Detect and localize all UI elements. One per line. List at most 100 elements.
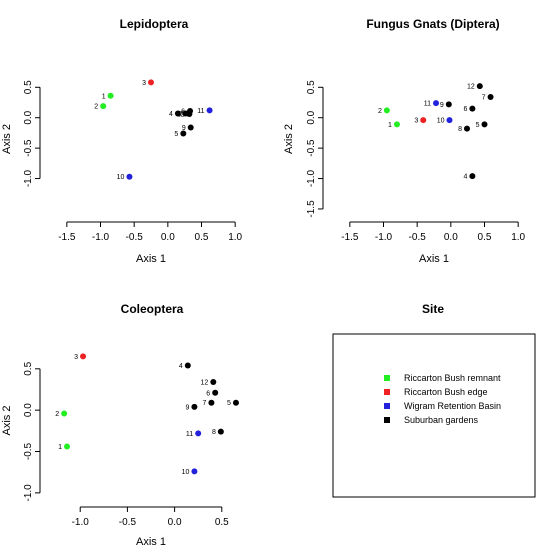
legend-entry-label: Suburban gardens: [404, 415, 479, 425]
data-point: [232, 399, 239, 406]
point-label: 6: [463, 106, 467, 113]
point-label: 9: [182, 125, 186, 132]
data-point: [420, 117, 427, 124]
y-tick-label: -1.0: [23, 169, 34, 187]
point-label: 5: [227, 400, 231, 407]
point-label: 12: [467, 84, 475, 91]
x-tick-label: 1.0: [511, 232, 525, 243]
legend-swatch: [384, 417, 390, 423]
data-point: [446, 117, 453, 124]
point-label: 6: [181, 109, 185, 116]
point-label: 2: [55, 411, 59, 418]
legend-title: Site: [422, 302, 444, 316]
point-label: 4: [463, 174, 467, 181]
data-point: [433, 100, 440, 107]
x-axis-label: Axis 1: [136, 536, 166, 548]
data-point: [61, 410, 68, 417]
x-tick-label: -0.5: [119, 517, 137, 528]
y-tick-label: -0.5: [23, 442, 34, 460]
point-label: 4: [169, 111, 173, 118]
point-label: 7: [482, 95, 486, 102]
point-label: 5: [174, 131, 178, 138]
y-axis-label: Axis 2: [283, 124, 295, 154]
point-label: 8: [458, 126, 462, 133]
data-point: [107, 92, 114, 99]
legend-swatch: [384, 375, 390, 381]
x-tick-label: -0.5: [409, 232, 427, 243]
x-tick-label: -1.0: [92, 232, 110, 243]
data-point: [180, 130, 187, 137]
legend-swatch: [384, 389, 390, 395]
data-point: [100, 103, 107, 110]
y-tick-label: -1.0: [23, 484, 34, 502]
data-point: [393, 121, 400, 128]
y-axis-label: Axis 2: [1, 124, 13, 154]
point-label: 4: [179, 363, 183, 370]
legend-entry-label: Wigram Retention Basin: [404, 401, 501, 411]
data-point: [184, 362, 191, 369]
point-label: 8: [212, 429, 216, 436]
data-point: [463, 125, 470, 132]
data-point: [63, 443, 70, 450]
point-label: 9: [186, 404, 190, 411]
point-label: 9: [440, 102, 444, 109]
y-tick-label: -0.5: [306, 139, 317, 157]
data-point: [476, 83, 483, 90]
y-tick-label: -1.5: [306, 200, 317, 218]
data-point: [191, 468, 198, 475]
point-label: 5: [476, 122, 480, 129]
data-point: [191, 403, 198, 410]
legend-box: [332, 333, 536, 498]
y-tick-label: 0.0: [23, 110, 34, 124]
point-label: 7: [179, 111, 183, 118]
panel-title: Fungus Gnats (Diptera): [366, 17, 499, 31]
data-point: [481, 121, 488, 128]
scatter-panel: Coleoptera -1.0 -0.5 0.0 0.5 -1.0 -0.5 0.0 0.5 Ax…: [1, 302, 239, 548]
point-label: 1: [58, 444, 62, 451]
y-tick-label: 0.5: [23, 80, 34, 94]
scatter-panel: Lepidoptera -1.5 -1.0 -0.5 0.0 0.5 1.0 -1.0 -0.5…: [1, 17, 243, 265]
point-label: 3: [74, 354, 78, 361]
point-label: 1: [102, 93, 106, 100]
point-label: 3: [142, 80, 146, 87]
data-point: [195, 430, 202, 437]
y-axis-label: Axis 2: [1, 406, 13, 436]
point-label: 8: [176, 111, 180, 118]
x-tick-label: 0.0: [444, 232, 458, 243]
x-tick-label: -0.5: [126, 232, 144, 243]
x-tick-label: 0.5: [478, 232, 492, 243]
data-point: [445, 101, 452, 108]
point-label: 3: [414, 118, 418, 125]
x-axis-label: Axis 1: [419, 253, 449, 265]
point-label: 6: [206, 390, 210, 397]
y-tick-label: -0.5: [23, 139, 34, 157]
y-tick-label: 0.5: [23, 361, 34, 375]
point-label: 12: [201, 380, 209, 387]
point-label: 10: [182, 469, 190, 476]
panel-title: Lepidoptera: [120, 17, 189, 31]
x-tick-label: 0.5: [195, 232, 209, 243]
y-tick-label: -1.0: [306, 169, 317, 187]
data-point: [80, 353, 87, 360]
x-axis-label: Axis 1: [136, 253, 166, 265]
point-label: 10: [117, 174, 125, 181]
data-point: [186, 111, 193, 118]
x-tick-label: -1.5: [58, 232, 76, 243]
legend-swatch: [384, 403, 390, 409]
data-point: [148, 79, 154, 86]
legend-panel: Site Riccarton Bush remnant Riccarton Bush…: [332, 302, 536, 498]
x-tick-label: -1.0: [375, 232, 393, 243]
legend-entry-label: Riccarton Bush edge: [404, 387, 488, 397]
point-label: 7: [203, 400, 207, 407]
data-point: [206, 107, 213, 114]
data-point: [217, 428, 224, 435]
point-label: 11: [424, 101, 431, 108]
x-tick-label: 0.5: [215, 517, 229, 528]
data-point: [383, 107, 390, 114]
y-tick-label: 0.0: [23, 403, 34, 417]
x-tick-label: 1.0: [228, 232, 242, 243]
x-tick-label: -1.0: [72, 517, 90, 528]
data-point: [469, 173, 476, 180]
data-point: [210, 379, 217, 386]
